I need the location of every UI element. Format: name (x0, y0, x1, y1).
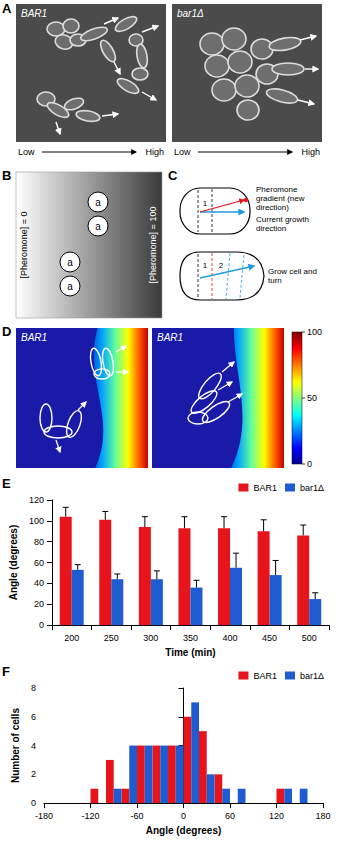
svg-text:F: F (2, 664, 10, 679)
svg-text:BAR1: BAR1 (157, 332, 183, 343)
svg-text:4: 4 (31, 741, 36, 751)
svg-text:0: 0 (39, 620, 44, 630)
svg-text:High: High (301, 147, 320, 157)
svg-text:500: 500 (302, 633, 317, 643)
svg-text:D: D (2, 324, 11, 339)
svg-text:Pheromonegradient (newdirectio: Pheromonegradient (newdirection) (256, 185, 305, 212)
svg-text:BAR1: BAR1 (21, 332, 47, 343)
svg-text:BAR1: BAR1 (253, 671, 277, 681)
svg-text:1: 1 (203, 199, 208, 208)
svg-text:Time (min): Time (min) (165, 647, 215, 658)
svg-text:60: 60 (34, 558, 44, 568)
svg-text:-180: -180 (35, 811, 53, 821)
svg-text:60: 60 (225, 811, 235, 821)
svg-text:BAR1: BAR1 (253, 483, 277, 493)
svg-text:350: 350 (183, 633, 198, 643)
svg-text:bar1Δ: bar1Δ (177, 8, 204, 19)
svg-text:6: 6 (31, 712, 36, 722)
svg-text:High: High (145, 147, 164, 157)
svg-text:300: 300 (143, 633, 158, 643)
svg-text:a: a (67, 257, 73, 268)
svg-text:2: 2 (219, 261, 224, 270)
svg-text:Number of cells: Number of cells (10, 708, 21, 783)
svg-text:40: 40 (34, 578, 44, 588)
svg-text:80: 80 (34, 537, 44, 547)
svg-text:Angle (degrees): Angle (degrees) (146, 825, 222, 836)
svg-text:A: A (2, 1, 12, 16)
svg-text:a: a (95, 221, 101, 232)
svg-text:Low: Low (174, 147, 191, 157)
svg-text:1: 1 (203, 261, 208, 270)
svg-text:50: 50 (307, 393, 317, 403)
svg-text:8: 8 (31, 683, 36, 693)
svg-text:bar1Δ: bar1Δ (300, 483, 324, 493)
svg-text:200: 200 (64, 633, 79, 643)
svg-text:Grow cell andturn: Grow cell andturn (268, 267, 317, 285)
svg-text:0: 0 (181, 811, 186, 821)
svg-text:180: 180 (315, 811, 330, 821)
svg-text:-60: -60 (130, 811, 143, 821)
svg-text:B: B (2, 168, 11, 183)
svg-text:120: 120 (29, 495, 44, 505)
svg-text:Low: Low (18, 147, 35, 157)
svg-text:100: 100 (29, 516, 44, 526)
svg-text:400: 400 (223, 633, 238, 643)
svg-text:BAR1: BAR1 (21, 8, 47, 19)
svg-text:E: E (2, 476, 11, 491)
svg-text:Angle (degrees): Angle (degrees) (8, 525, 19, 601)
svg-text:450: 450 (262, 633, 277, 643)
svg-text:120: 120 (269, 811, 284, 821)
svg-text:[Pheromone] = 100: [Pheromone] = 100 (148, 207, 158, 284)
svg-text:-120: -120 (81, 811, 99, 821)
svg-text:bar1Δ: bar1Δ (300, 671, 324, 681)
svg-text:250: 250 (104, 633, 119, 643)
svg-text:[Pheromone] = 0: [Pheromone] = 0 (19, 212, 29, 279)
svg-text:0: 0 (307, 459, 312, 469)
svg-text:2: 2 (31, 769, 36, 779)
svg-text:100: 100 (307, 327, 322, 337)
svg-text:0: 0 (31, 798, 36, 808)
svg-text:Current growthdirection: Current growthdirection (256, 215, 309, 233)
svg-text:a: a (67, 281, 73, 292)
svg-text:20: 20 (34, 599, 44, 609)
svg-text:a: a (95, 197, 101, 208)
svg-text:C: C (168, 168, 178, 183)
